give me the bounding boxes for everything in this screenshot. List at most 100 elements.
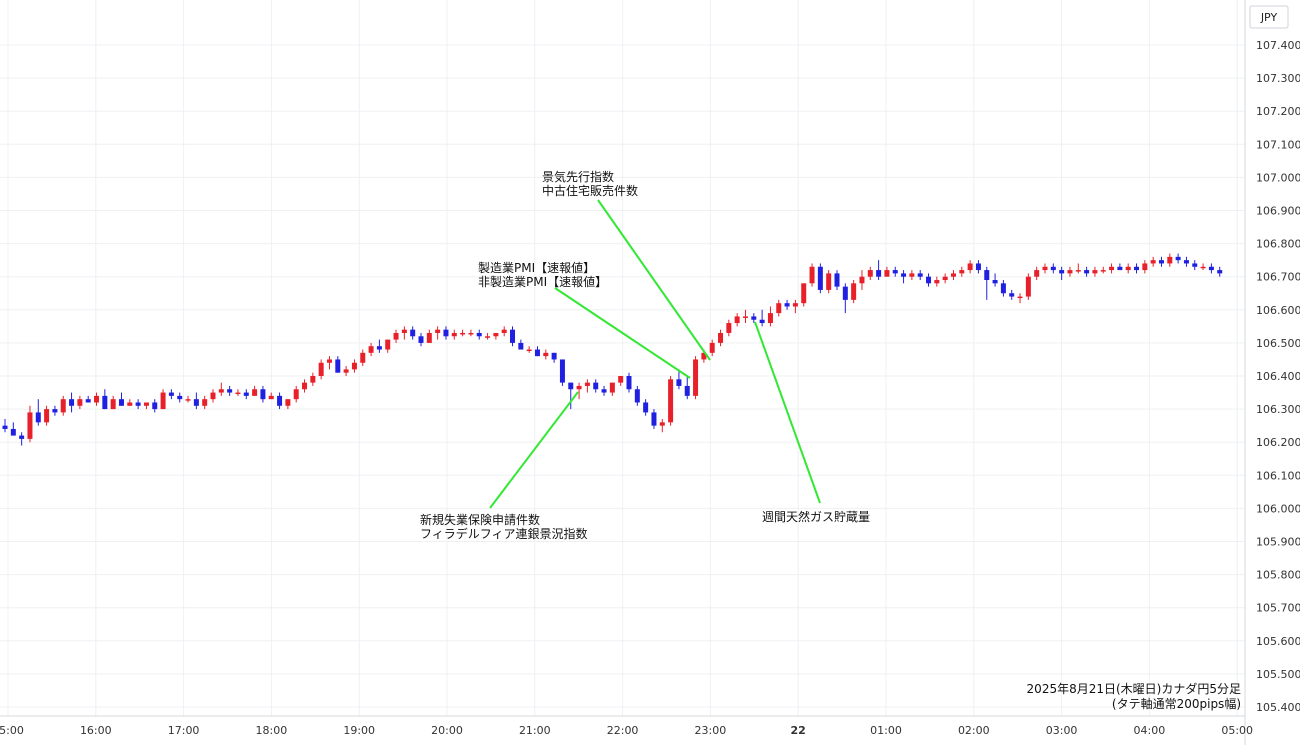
candle-body [102,395,108,410]
candle-body [202,399,208,406]
currency-box[interactable] [1249,5,1289,29]
y-tick-label: 105.800 [1256,569,1300,582]
candle-body [310,376,316,383]
candle-body [1067,270,1073,274]
candle [1025,273,1031,300]
candle-body [60,399,66,413]
candle-body [950,273,956,277]
candle [10,422,16,436]
candle-body [118,399,124,406]
candle [584,379,590,393]
candle [285,399,291,410]
candle [160,389,166,410]
candle-body [1059,270,1065,274]
annotation: 週間天然ガス貯蔵量 [754,321,870,524]
y-tick-label: 107.400 [1256,39,1300,52]
candle-body [1017,296,1023,299]
candle-body [859,276,865,284]
candle-body [1183,260,1189,264]
candle-body [493,332,499,337]
x-tick-label: 17:00 [168,724,200,737]
candle [876,260,882,281]
candle [193,392,199,410]
candle-body [576,385,582,390]
candle [410,326,416,340]
candle [992,273,998,287]
y-tick-label: 105.700 [1256,602,1300,615]
candle-body [426,332,432,343]
candle-body [510,329,516,343]
candle [94,392,100,406]
y-tick-label: 106.100 [1256,469,1300,482]
candle-body [1175,256,1181,261]
candle [202,395,208,410]
candle [568,382,574,410]
candle-body [643,402,649,413]
candle [243,389,249,400]
candle-body [751,316,757,320]
candle-body [992,280,998,284]
x-tick-label: 22 [791,724,806,737]
candle-body [268,395,274,400]
y-tick-label: 107.300 [1256,72,1300,85]
candle [1009,289,1015,300]
candle-body [435,329,441,333]
candle [668,376,674,426]
candle-body [485,336,491,338]
candle [1167,253,1173,267]
candle-body [518,342,524,350]
candle [52,405,58,416]
candle [360,349,366,367]
candle [742,309,748,324]
candle-body [926,276,932,284]
annotation-text: 非製造業PMI【速報値】 [478,274,607,289]
candle-body [1150,260,1156,264]
candle [1134,263,1140,274]
candle-body [351,362,357,370]
candle [460,329,466,337]
candle [1017,293,1023,304]
candle-body [801,283,807,304]
candle-body [418,336,424,343]
x-tick-label: 16:00 [80,724,112,737]
candle-body [368,346,374,353]
candle-body [293,389,299,400]
candle-body [443,329,449,337]
candle-body [110,399,116,410]
candle-body [326,359,332,363]
candle [185,395,191,403]
candle-body [44,409,50,423]
candle-body [385,339,391,350]
candle [634,385,640,406]
candle-body [984,270,990,281]
candle-body [809,266,815,284]
candle [950,270,956,281]
candle [1117,263,1123,271]
candle [559,359,565,386]
y-tick-label: 106.900 [1256,205,1300,218]
candle [260,385,266,403]
currency-label[interactable]: JPY [1260,11,1278,24]
candle [526,346,532,353]
candle [709,339,715,357]
candle [326,356,332,370]
candle [859,270,865,290]
candle-body [767,313,773,324]
candle [227,385,233,396]
candle [501,326,507,337]
candle [1175,253,1181,264]
candle-body [177,395,183,400]
candle-body [526,349,532,352]
x-tick-label: 18:00 [256,724,288,737]
candle-body [1025,276,1031,297]
candle [909,270,915,281]
annotation-text: フィラデルフィア連銀景況指数 [420,526,588,541]
candle-body [668,379,674,423]
y-tick-label: 107.100 [1256,138,1300,151]
candle [834,270,840,290]
candle [826,270,832,294]
x-tick-label: 19:00 [343,724,375,737]
